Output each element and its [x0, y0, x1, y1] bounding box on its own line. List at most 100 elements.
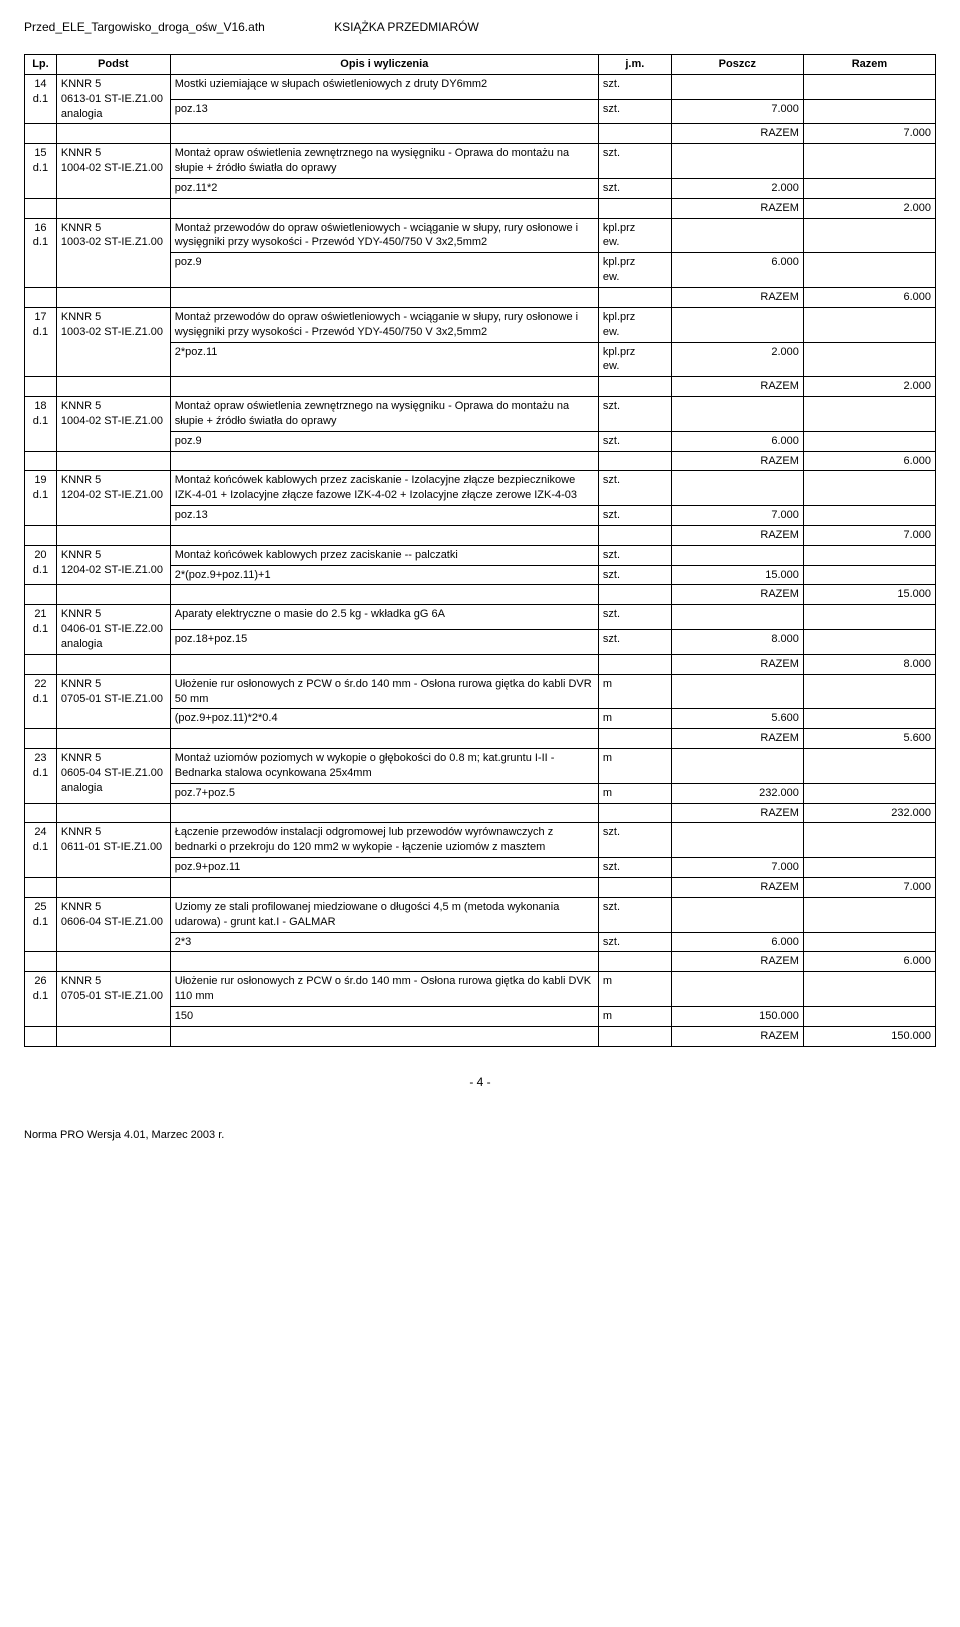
cell-razem-value: 7.000 [803, 877, 935, 897]
cell-empty [170, 952, 598, 972]
cell-razem-label: RAZEM [671, 1026, 803, 1046]
cell-empty [803, 342, 935, 377]
cell-razem [803, 74, 935, 99]
cell-jm: kpl.przew. [598, 307, 671, 342]
cell-razem [803, 397, 935, 432]
cell-opis: Mostki uziemiające w słupach oświetlenio… [170, 74, 598, 99]
cell-razem-label: RAZEM [671, 198, 803, 218]
cell-razem [803, 674, 935, 709]
cell-calc-jm: szt. [598, 431, 671, 451]
cell-calc-jm: m [598, 709, 671, 729]
cell-empty [56, 585, 170, 605]
cell-empty [170, 198, 598, 218]
cell-empty [803, 565, 935, 585]
col-razem: Razem [803, 55, 935, 75]
cell-calc: poz.13 [170, 99, 598, 124]
cell-empty [56, 198, 170, 218]
cell-empty [803, 783, 935, 803]
cell-jm: m [598, 749, 671, 784]
cell-empty [170, 729, 598, 749]
cell-calc: 2*poz.11 [170, 342, 598, 377]
cell-razem-label: RAZEM [671, 952, 803, 972]
table-row-razem: RAZEM232.000 [25, 803, 936, 823]
cell-calc: 2*3 [170, 932, 598, 952]
cell-lp: 26d.1 [25, 972, 57, 1027]
cell-empty [598, 525, 671, 545]
cell-razem-label: RAZEM [671, 803, 803, 823]
cell-opis: Uziomy ze stali profilowanej miedziowane… [170, 897, 598, 932]
cell-empty [56, 451, 170, 471]
cell-lp: 18d.1 [25, 397, 57, 452]
table-row: 22d.1KNNR 50705-01 ST-IE.Z1.00Ułożenie r… [25, 674, 936, 709]
przedmiar-table: Lp. Podst Opis i wyliczenia j.m. Poszcz … [24, 54, 936, 1047]
cell-razem-value: 7.000 [803, 525, 935, 545]
cell-empty [598, 729, 671, 749]
cell-jm: m [598, 674, 671, 709]
cell-empty [25, 287, 57, 307]
cell-razem-label: RAZEM [671, 525, 803, 545]
cell-empty [170, 803, 598, 823]
page-header: Przed_ELE_Targowisko_droga_ośw_V16.ath K… [24, 20, 936, 34]
cell-empty [170, 654, 598, 674]
cell-podst: KNNR 51004-02 ST-IE.Z1.00 [56, 397, 170, 452]
cell-calc-val: 8.000 [671, 630, 803, 655]
cell-poszcz [671, 749, 803, 784]
cell-razem [803, 144, 935, 179]
cell-jm: szt. [598, 144, 671, 179]
cell-lp: 21d.1 [25, 605, 57, 655]
cell-opis: Montaż końcówek kablowych przez zaciskan… [170, 471, 598, 506]
cell-empty [25, 654, 57, 674]
cell-razem [803, 749, 935, 784]
cell-razem [803, 972, 935, 1007]
cell-jm: szt. [598, 471, 671, 506]
cell-calc: 150 [170, 1006, 598, 1026]
cell-razem-label: RAZEM [671, 585, 803, 605]
table-row: 23d.1KNNR 50605-04 ST-IE.Z1.00analogiaMo… [25, 749, 936, 784]
cell-podst: KNNR 50705-01 ST-IE.Z1.00 [56, 674, 170, 729]
cell-podst: KNNR 50611-01 ST-IE.Z1.00 [56, 823, 170, 878]
table-body: 14d.1KNNR 50613-01 ST-IE.Z1.00analogiaMo… [25, 74, 936, 1046]
cell-poszcz [671, 471, 803, 506]
cell-lp: 15d.1 [25, 144, 57, 199]
cell-calc: poz.9 [170, 431, 598, 451]
cell-razem-value: 150.000 [803, 1026, 935, 1046]
cell-empty [170, 451, 598, 471]
cell-empty [803, 709, 935, 729]
cell-razem-label: RAZEM [671, 124, 803, 144]
cell-poszcz [671, 605, 803, 630]
table-row-razem: RAZEM2.000 [25, 198, 936, 218]
cell-podst: KNNR 50606-04 ST-IE.Z1.00 [56, 897, 170, 952]
footer-software: Norma PRO Wersja 4.01, Marzec 2003 r. [24, 1129, 936, 1141]
cell-empty [25, 124, 57, 144]
cell-razem-value: 2.000 [803, 377, 935, 397]
cell-calc-val: 232.000 [671, 783, 803, 803]
cell-podst: KNNR 50605-04 ST-IE.Z1.00analogia [56, 749, 170, 804]
cell-razem [803, 218, 935, 253]
cell-empty [598, 803, 671, 823]
cell-razem-value: 6.000 [803, 287, 935, 307]
cell-empty [25, 1026, 57, 1046]
cell-razem-value: 15.000 [803, 585, 935, 605]
cell-empty [25, 877, 57, 897]
cell-calc: poz.9+poz.11 [170, 858, 598, 878]
cell-empty [598, 654, 671, 674]
cell-calc-jm: szt. [598, 178, 671, 198]
cell-podst: KNNR 51204-02 ST-IE.Z1.00 [56, 471, 170, 526]
cell-empty [170, 287, 598, 307]
cell-jm: kpl.przew. [598, 218, 671, 253]
cell-empty [56, 729, 170, 749]
cell-empty [25, 451, 57, 471]
cell-razem-value: 6.000 [803, 952, 935, 972]
cell-empty [598, 287, 671, 307]
cell-empty [170, 1026, 598, 1046]
cell-calc-val: 7.000 [671, 99, 803, 124]
cell-jm: szt. [598, 823, 671, 858]
cell-razem-label: RAZEM [671, 877, 803, 897]
cell-razem-value: 232.000 [803, 803, 935, 823]
cell-razem [803, 307, 935, 342]
cell-empty [803, 178, 935, 198]
cell-opis: Montaż opraw oświetlenia zewnętrznego na… [170, 144, 598, 179]
cell-jm: m [598, 972, 671, 1007]
page-number: - 4 - [24, 1075, 936, 1089]
cell-empty [598, 585, 671, 605]
